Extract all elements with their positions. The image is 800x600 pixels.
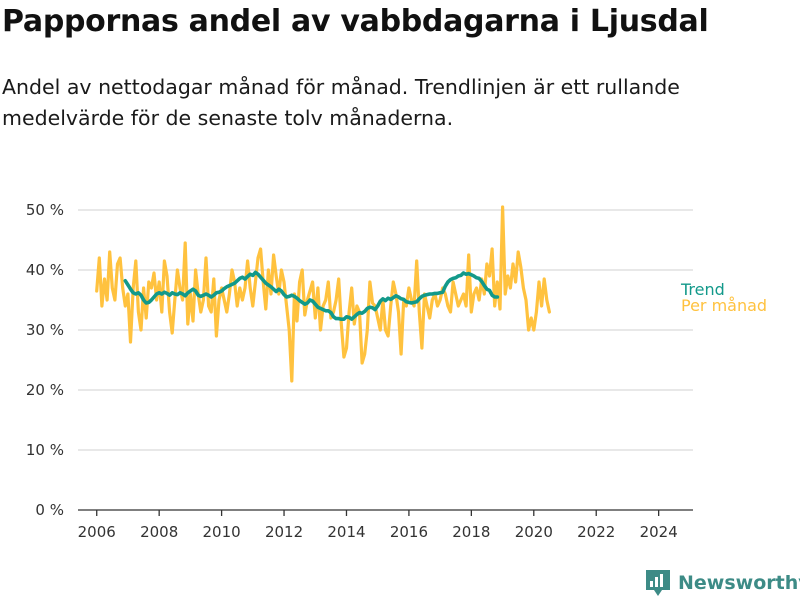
y-tick-label: 50 % — [26, 201, 64, 219]
y-tick-label: 20 % — [26, 381, 64, 399]
y-tick-label: 10 % — [26, 441, 64, 459]
x-tick-label: 2006 — [78, 523, 116, 541]
gridlines — [78, 209, 693, 451]
x-tick-label: 2020 — [515, 523, 553, 541]
legend-label-trend: Trend — [680, 280, 725, 299]
y-tick-label: 30 % — [26, 321, 64, 339]
x-tick-label: 2016 — [390, 523, 428, 541]
brand-name: Newsworthy — [678, 572, 800, 594]
x-tick-label: 2022 — [577, 523, 615, 541]
series-line-per-manad — [95, 205, 551, 383]
x-tick-label: 2012 — [265, 523, 303, 541]
brand-logo: Newsworthy — [644, 568, 800, 598]
newsworthy-logo-icon — [646, 570, 670, 596]
x-tick-label: 2018 — [452, 523, 490, 541]
series — [95, 205, 551, 383]
legend-label-per-manad: Per månad — [681, 296, 767, 315]
x-tick-label: 2024 — [640, 523, 678, 541]
x-tick-label: 2008 — [140, 523, 178, 541]
series-line-trend — [123, 270, 500, 321]
chart-title: Pappornas andel av vabbdagarna i Ljusdal — [2, 4, 709, 39]
x-axis: 2006 2008 2010 2012 2014 2016 2018 2020 2022 2024 — [78, 509, 693, 541]
y-tick-label: 40 % — [26, 261, 64, 279]
y-tick-label: 0 % — [35, 501, 64, 519]
x-tick-label: 2010 — [203, 523, 241, 541]
x-tick-label: 2014 — [327, 523, 365, 541]
y-axis-labels: 0 % 10 % 20 % 30 % 40 % 50 % — [26, 201, 64, 519]
chart-subtitle: Andel av nettodagar månad för månad. Tre… — [2, 75, 680, 130]
